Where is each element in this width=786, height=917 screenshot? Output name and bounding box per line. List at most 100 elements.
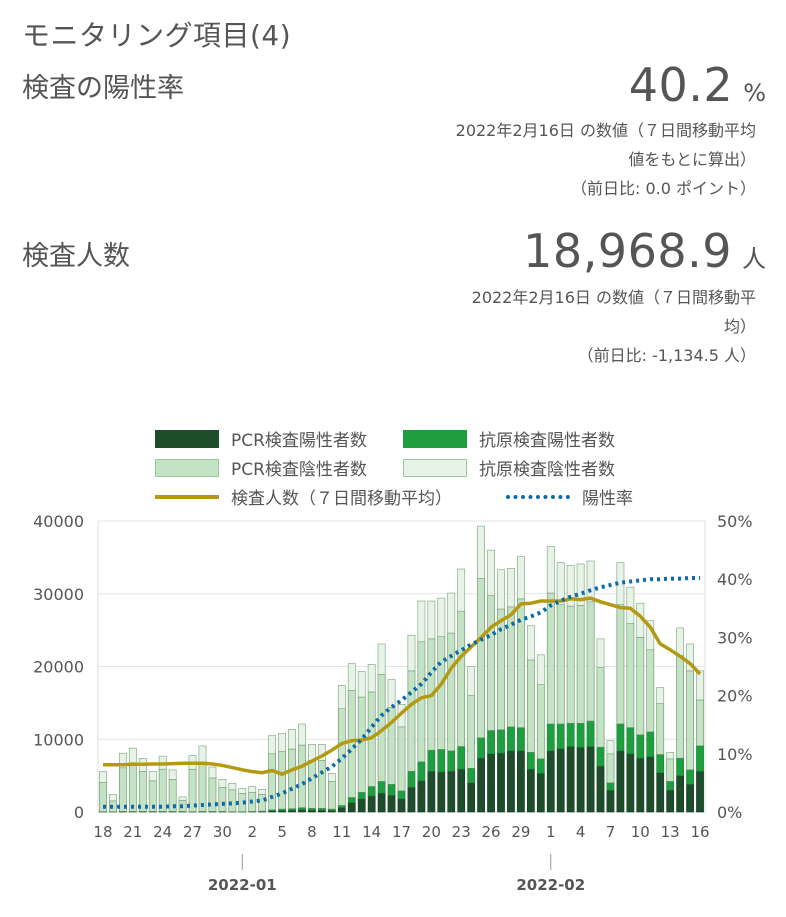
bar-antigen-positive <box>357 792 366 800</box>
bar-antigen-negative <box>507 567 515 608</box>
bar-antigen-negative <box>128 747 137 763</box>
bar-pcr-negative <box>218 787 227 812</box>
bar-pcr-negative <box>517 598 525 728</box>
bar-pcr-negative <box>576 605 585 724</box>
x-tick-label: 26 <box>482 823 501 841</box>
bar-antigen-negative <box>566 565 575 607</box>
positivity-note-line2: 値をもとに算出） <box>628 150 756 169</box>
bar-pcr-negative <box>347 690 356 798</box>
bar-pcr-positive <box>397 798 406 813</box>
bar-antigen-negative <box>387 679 396 708</box>
bar-antigen-positive <box>387 784 396 796</box>
legend-swatch-pcr-negative <box>155 458 219 477</box>
legend-label-antigen-negative: 抗原検査陰性者数 <box>479 460 615 480</box>
bar-antigen-negative <box>497 569 505 610</box>
bar-antigen-negative <box>357 671 366 698</box>
bar-antigen-negative <box>487 549 495 596</box>
bar-pcr-negative <box>308 760 316 809</box>
bar-pcr-positive <box>298 809 306 813</box>
bar-pcr-negative <box>437 636 446 750</box>
x-tick-label: 21 <box>123 823 142 841</box>
positivity-rate-line <box>103 576 700 809</box>
y-right-tick-label: 30% <box>717 628 753 647</box>
bar-pcr-negative <box>318 760 326 809</box>
bar-pcr-negative <box>676 655 685 759</box>
bar-antigen-positive <box>606 782 615 791</box>
bar-antigen-negative <box>517 556 525 600</box>
bar-pcr-positive <box>586 746 595 813</box>
legend-swatch-positivity-line <box>506 494 570 499</box>
positivity-note-line1: 2022年2月16日 の数値（７日間移動平均 <box>455 121 756 140</box>
legend-item-positivity-line[interactable]: 陽性率 <box>506 484 633 509</box>
bar-antigen-positive <box>656 754 665 774</box>
tests-unit: 人 <box>742 245 766 273</box>
positivity-note: 2022年2月16日 の数値（７日間移動平均 値をもとに算出） （前日比: 0.… <box>456 116 756 203</box>
bar-pcr-negative <box>298 744 306 808</box>
bar-antigen-negative <box>118 752 127 769</box>
tests-note-line1: 2022年2月16日 の数値（７日間移動平 <box>471 288 756 307</box>
bar-pcr-positive <box>606 789 615 813</box>
positivity-label: 検査の陽性率 <box>22 73 184 104</box>
legend-item-antigen-negative[interactable]: 抗原検査陰性者数 <box>403 455 615 480</box>
bar-pcr-negative <box>268 753 277 811</box>
bar-antigen-negative <box>676 627 685 656</box>
bar-antigen-negative <box>327 773 336 782</box>
y-left-tick-label: 10000 <box>33 730 84 749</box>
bar-pcr-negative <box>128 762 137 812</box>
bar-pcr-negative <box>696 699 704 747</box>
bar-antigen-positive <box>507 726 515 752</box>
legend-swatch-antigen-positive <box>403 429 467 448</box>
bar-antigen-positive <box>407 770 416 788</box>
bar-antigen-positive <box>427 749 436 772</box>
bar-pcr-positive <box>666 789 675 813</box>
bar-antigen-positive <box>576 722 585 748</box>
bar-antigen-negative <box>168 769 177 780</box>
positivity-note-line3: （前日比: 0.0 ポイント） <box>570 179 756 198</box>
bar-antigen-negative <box>218 779 227 788</box>
bar-pcr-positive <box>656 772 665 813</box>
bar-antigen-negative <box>417 600 426 643</box>
positivity-unit: % <box>743 79 766 107</box>
legend-item-pcr-positive[interactable]: PCR検査陽性者数 <box>155 426 367 451</box>
bar-pcr-positive <box>367 795 376 813</box>
bar-antigen-negative <box>268 735 277 755</box>
bar-antigen-positive <box>566 722 575 747</box>
bar-antigen-negative <box>526 625 535 661</box>
bar-pcr-positive <box>387 794 396 813</box>
legend-label-antigen-positive: 抗原検査陽性者数 <box>479 431 615 451</box>
bar-antigen-negative <box>437 597 446 637</box>
bar-antigen-positive <box>437 749 446 773</box>
bar-pcr-negative <box>556 604 565 725</box>
bar-antigen-negative <box>686 643 694 672</box>
x-tick-label: 27 <box>183 823 202 841</box>
bar-antigen-negative <box>238 788 247 794</box>
bar-pcr-negative <box>656 703 665 755</box>
bar-pcr-positive <box>696 770 704 813</box>
legend-item-pcr-negative[interactable]: PCR検査陰性者数 <box>155 455 367 480</box>
bar-antigen-negative <box>367 664 376 693</box>
bar-pcr-positive <box>536 773 545 813</box>
bar-pcr-positive <box>507 750 515 813</box>
y-left-tick-label: 30000 <box>33 585 84 604</box>
legend-item-tests-line[interactable]: 検査人数（７日間移動平均） <box>155 484 452 509</box>
bar-pcr-positive <box>526 768 535 813</box>
bar-pcr-negative <box>397 726 406 792</box>
bar-antigen-negative <box>596 638 605 668</box>
bar-antigen-positive <box>417 761 426 782</box>
bar-pcr-negative <box>636 637 645 736</box>
bar-antigen-positive <box>367 786 376 797</box>
bar-pcr-negative <box>566 605 575 724</box>
bar-pcr-negative <box>477 578 485 739</box>
bar-pcr-positive <box>497 752 505 813</box>
bar-pcr-positive <box>636 757 645 813</box>
tests-value: 18,968.9 <box>523 224 732 278</box>
bar-antigen-negative <box>467 666 476 696</box>
bar-pcr-negative <box>228 789 237 812</box>
legend-item-antigen-positive[interactable]: 抗原検査陽性者数 <box>403 426 615 451</box>
tests-moving-average-line <box>103 596 702 776</box>
y-left-tick-label: 40000 <box>33 512 84 531</box>
bar-antigen-negative <box>109 794 117 802</box>
bar-pcr-negative <box>616 604 625 725</box>
bar-antigen-negative <box>178 796 187 801</box>
bar-antigen-negative <box>447 592 456 634</box>
